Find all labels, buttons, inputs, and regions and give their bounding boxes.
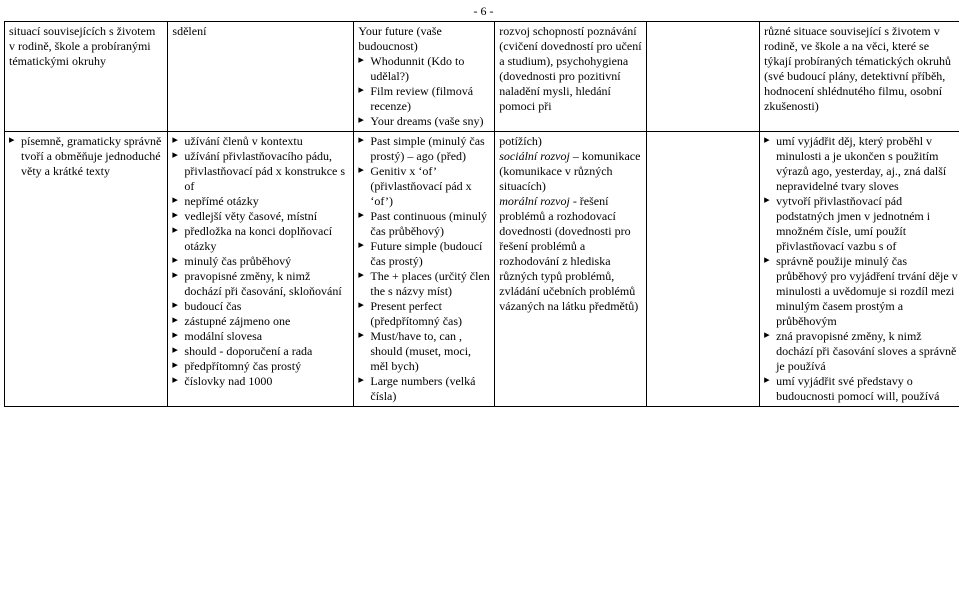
cell-r2-c1: písemně, gramaticky správně tvoří a obmě… xyxy=(5,132,168,407)
list-item: modální slovesa xyxy=(172,329,349,344)
text: užívání přivlastňovacího pádu, přivlastň… xyxy=(184,149,345,193)
list-item: Your dreams (vaše sny) xyxy=(358,114,490,129)
text: písemně, gramaticky správně tvoří a obmě… xyxy=(21,134,161,178)
cell-r2-c2: užívání členů v kontextu užívání přivlas… xyxy=(168,132,354,407)
curriculum-table: situací souvisejících s životem v rodině… xyxy=(4,21,959,407)
list-item: Present perfect (předpřítomný čas) xyxy=(358,299,490,329)
text: umí vyjádřit své představy o budoucnosti… xyxy=(776,374,939,403)
list-item: Past simple (minulý čas prostý) – ago (p… xyxy=(358,134,490,164)
text: Present perfect (předpřítomný čas) xyxy=(370,299,462,328)
table-row: situací souvisejících s životem v rodině… xyxy=(5,22,959,132)
list-item: číslovky nad 1000 xyxy=(172,374,349,389)
list-item: Must/have to, can , should (muset, moci,… xyxy=(358,329,490,374)
list-item: budoucí čas xyxy=(172,299,349,314)
text: pravopisné změny, k nimž dochází při čas… xyxy=(184,269,341,298)
text: správně použije minulý čas průběhový pro… xyxy=(776,254,958,328)
page-number: - 6 - xyxy=(4,4,959,19)
text: minulý čas průběhový xyxy=(184,254,291,268)
list-item: Large numbers (velká čísla) xyxy=(358,374,490,404)
list-item: vedlejší věty časové, místní xyxy=(172,209,349,224)
text: sociální rozvoj – komunikace (komunikace… xyxy=(499,149,642,194)
text: Whodunnit (Kdo to udělal?) xyxy=(370,54,464,83)
text: The + places (určitý člen the s názvy mí… xyxy=(370,269,489,298)
list-item: předpřítomný čas prostý xyxy=(172,359,349,374)
text: morální rozvoj - řešení problémů a rozho… xyxy=(499,194,642,314)
text: vedlejší věty časové, místní xyxy=(184,209,317,223)
list-item: Past continuous (minulý čas průběhový) xyxy=(358,209,490,239)
list-item: should - doporučení a rada xyxy=(172,344,349,359)
table-row: písemně, gramaticky správně tvoří a obmě… xyxy=(5,132,959,407)
list-item: užívání přivlastňovacího pádu, přivlastň… xyxy=(172,149,349,194)
text: modální slovesa xyxy=(184,329,262,343)
cell-r2-c3: Past simple (minulý čas prostý) – ago (p… xyxy=(354,132,495,407)
list-item: zástupné zájmeno one xyxy=(172,314,349,329)
text-italic: sociální rozvoj xyxy=(499,149,570,163)
list-item: umí vyjádřit děj, který proběhl v minulo… xyxy=(764,134,958,194)
text: Past simple (minulý čas prostý) – ago (p… xyxy=(370,134,484,163)
list-item: Genitiv x ‘of’ (přivlastňovací pád x ‘of… xyxy=(358,164,490,209)
list-item: vytvoří přivlastňovací pád podstatných j… xyxy=(764,194,958,254)
text: předložka na konci doplňovací otázky xyxy=(184,224,332,253)
text: Your future (vaše budoucnost) xyxy=(358,24,490,54)
text: - řešení problémů a rozhodovací dovednos… xyxy=(499,194,638,313)
list-item: pravopisné změny, k nimž dochází při čas… xyxy=(172,269,349,299)
text: Your dreams (vaše sny) xyxy=(370,114,483,128)
text: Must/have to, can , should (muset, moci,… xyxy=(370,329,471,373)
text: různé situace související s životem v ro… xyxy=(764,24,951,113)
cell-r2-c5 xyxy=(647,132,760,407)
list-item: zná pravopisné změny, k nimž dochází při… xyxy=(764,329,958,374)
text: Past continuous (minulý čas průběhový) xyxy=(370,209,487,238)
text: předpřítomný čas prostý xyxy=(184,359,301,373)
list-item: předložka na konci doplňovací otázky xyxy=(172,224,349,254)
list-item: Future simple (budoucí čas prostý) xyxy=(358,239,490,269)
text: sdělení xyxy=(172,24,206,38)
text: nepřímé otázky xyxy=(184,194,258,208)
cell-r1-c1: situací souvisejících s životem v rodině… xyxy=(5,22,168,132)
text: vytvoří přivlastňovací pád podstatných j… xyxy=(776,194,930,253)
text-italic: morální rozvoj xyxy=(499,194,570,208)
cell-r1-c4: rozvoj schopností poznávání (cvičení dov… xyxy=(495,22,647,132)
text: číslovky nad 1000 xyxy=(184,374,272,388)
list-item: The + places (určitý člen the s názvy mí… xyxy=(358,269,490,299)
text: rozvoj schopností poznávání (cvičení dov… xyxy=(499,24,641,113)
text: budoucí čas xyxy=(184,299,241,313)
list-item: Whodunnit (Kdo to udělal?) xyxy=(358,54,490,84)
list-item: správně použije minulý čas průběhový pro… xyxy=(764,254,958,329)
list-item: písemně, gramaticky správně tvoří a obmě… xyxy=(9,134,163,179)
text: Film review (filmová recenze) xyxy=(370,84,473,113)
list-item: umí vyjádřit své představy o budoucnosti… xyxy=(764,374,958,404)
list-item: Film review (filmová recenze) xyxy=(358,84,490,114)
list-item: užívání členů v kontextu xyxy=(172,134,349,149)
text: zástupné zájmeno one xyxy=(184,314,290,328)
list-item: nepřímé otázky xyxy=(172,194,349,209)
text: Future simple (budoucí čas prostý) xyxy=(370,239,482,268)
text: situací souvisejících s životem v rodině… xyxy=(9,24,155,68)
cell-r2-c6: umí vyjádřit děj, který proběhl v minulo… xyxy=(760,132,959,407)
text: zná pravopisné změny, k nimž dochází při… xyxy=(776,329,956,373)
text: potížích) xyxy=(499,134,642,149)
cell-r1-c6: různé situace související s životem v ro… xyxy=(760,22,959,132)
list-item: minulý čas průběhový xyxy=(172,254,349,269)
text: Genitiv x ‘of’ (přivlastňovací pád x ‘of… xyxy=(370,164,471,208)
text: Large numbers (velká čísla) xyxy=(370,374,475,403)
cell-r1-c3: Your future (vaše budoucnost) Whodunnit … xyxy=(354,22,495,132)
cell-r1-c2: sdělení xyxy=(168,22,354,132)
text: umí vyjádřit děj, který proběhl v minulo… xyxy=(776,134,946,193)
cell-r1-c5 xyxy=(647,22,760,132)
cell-r2-c4: potížích) sociální rozvoj – komunikace (… xyxy=(495,132,647,407)
text: užívání členů v kontextu xyxy=(184,134,302,148)
text: should - doporučení a rada xyxy=(184,344,312,358)
